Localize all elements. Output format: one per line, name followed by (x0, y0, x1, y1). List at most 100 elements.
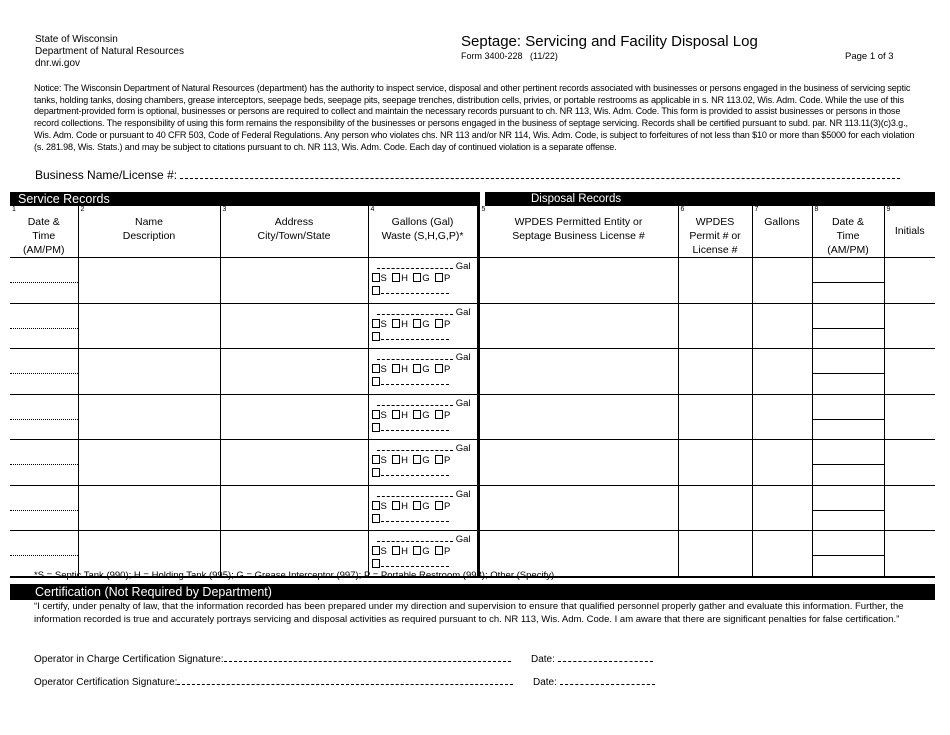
waste-checkbox[interactable] (371, 364, 380, 373)
waste-checkbox[interactable] (371, 273, 380, 282)
cell-wpdes-permit[interactable] (677, 257, 753, 304)
cell-gallons-waste[interactable]: Gal S H G P (367, 302, 479, 349)
cell-name-description[interactable] (77, 348, 221, 395)
other-specify-line[interactable] (380, 285, 449, 294)
waste-checkbox[interactable] (371, 546, 380, 555)
cell-name-description[interactable] (77, 439, 221, 486)
waste-checkbox[interactable] (392, 546, 401, 555)
waste-checkbox[interactable] (392, 318, 401, 328)
cell-gallons[interactable] (751, 439, 813, 486)
cell-date-time[interactable] (10, 484, 79, 531)
cell-wpdes-entity[interactable] (476, 348, 679, 395)
gallons-line[interactable] (377, 306, 454, 315)
gallons-line[interactable] (377, 351, 454, 360)
other-checkbox[interactable] (371, 331, 380, 341)
cell-date-time[interactable] (10, 348, 79, 395)
waste-checkbox[interactable] (371, 500, 380, 510)
cell-initials[interactable] (883, 484, 935, 531)
cell-wpdes-permit[interactable] (677, 530, 753, 578)
waste-checkbox[interactable] (434, 455, 443, 464)
gallons-line[interactable] (377, 397, 454, 406)
waste-checkbox[interactable] (434, 546, 443, 555)
other-specify-line[interactable] (380, 376, 449, 385)
waste-checkbox[interactable] (434, 364, 443, 373)
other-checkbox[interactable] (371, 468, 380, 477)
date-line[interactable] (557, 652, 653, 662)
cell-address[interactable] (219, 439, 369, 486)
waste-checkbox[interactable] (392, 273, 401, 282)
operator-signature-line[interactable] (177, 675, 514, 685)
other-checkbox[interactable] (371, 286, 380, 295)
cell-initials[interactable] (883, 393, 935, 440)
cell-date-time[interactable] (10, 257, 79, 304)
waste-checkbox[interactable] (413, 455, 422, 464)
waste-checkbox[interactable] (413, 364, 422, 373)
cell-gallons-waste[interactable]: Gal S H G P (367, 393, 479, 440)
cell-gallons[interactable] (751, 348, 813, 395)
cell-gallons[interactable] (751, 257, 813, 304)
cell-disposal-date-time[interactable] (811, 257, 885, 304)
waste-checkbox[interactable] (392, 455, 401, 464)
business-name-line[interactable] (180, 168, 901, 179)
waste-checkbox[interactable] (392, 364, 401, 373)
operator-in-charge-signature-line[interactable] (223, 652, 511, 662)
cell-initials[interactable] (883, 257, 935, 304)
cell-address[interactable] (219, 484, 369, 531)
cell-wpdes-permit[interactable] (677, 439, 753, 486)
cell-wpdes-permit[interactable] (677, 348, 753, 395)
cell-initials[interactable] (883, 302, 935, 349)
waste-checkbox[interactable] (413, 409, 422, 419)
operator-in-charge-date-field[interactable]: Date: (531, 652, 653, 665)
cell-address[interactable] (219, 393, 369, 440)
cell-gallons-waste[interactable]: Gal S H G P (367, 439, 479, 486)
cell-name-description[interactable] (77, 393, 221, 440)
gallons-line[interactable] (377, 488, 454, 497)
cell-date-time[interactable] (10, 302, 79, 349)
other-checkbox[interactable] (371, 559, 380, 568)
cell-name-description[interactable] (77, 302, 221, 349)
cell-address[interactable] (219, 530, 369, 578)
other-specify-line[interactable] (380, 422, 449, 431)
cell-wpdes-entity[interactable] (476, 257, 679, 304)
cell-gallons[interactable] (751, 302, 813, 349)
operator-date-field[interactable]: Date: (533, 675, 655, 688)
cell-disposal-date-time[interactable] (811, 484, 885, 531)
cell-disposal-date-time[interactable] (811, 439, 885, 486)
cell-disposal-date-time[interactable] (811, 393, 885, 440)
cell-name-description[interactable] (77, 484, 221, 531)
other-checkbox[interactable] (371, 377, 380, 386)
cell-address[interactable] (219, 348, 369, 395)
cell-wpdes-entity[interactable] (476, 439, 679, 486)
other-specify-line[interactable] (380, 467, 449, 476)
waste-checkbox[interactable] (371, 455, 380, 464)
waste-checkbox[interactable] (371, 318, 380, 328)
business-name-field[interactable]: Business Name/License #: (35, 168, 901, 182)
gallons-line[interactable] (377, 442, 454, 451)
cell-disposal-date-time[interactable] (811, 302, 885, 349)
waste-checkbox[interactable] (434, 409, 443, 419)
cell-gallons-waste[interactable]: Gal S H G P (367, 257, 479, 304)
cell-address[interactable] (219, 302, 369, 349)
cell-date-time[interactable] (10, 393, 79, 440)
waste-checkbox[interactable] (371, 409, 380, 419)
waste-checkbox[interactable] (392, 409, 401, 419)
other-checkbox[interactable] (371, 513, 380, 523)
waste-checkbox[interactable] (392, 500, 401, 510)
cell-initials[interactable] (883, 348, 935, 395)
waste-checkbox[interactable] (413, 273, 422, 282)
gallons-line[interactable] (377, 533, 454, 542)
date-line[interactable] (559, 675, 655, 685)
operator-signature-field[interactable]: Operator Certification Signature: (34, 675, 514, 688)
waste-checkbox[interactable] (413, 318, 422, 328)
cell-gallons[interactable] (751, 393, 813, 440)
cell-initials[interactable] (883, 439, 935, 486)
cell-date-time[interactable] (10, 530, 79, 578)
cell-gallons-waste[interactable]: Gal S H G P (367, 348, 479, 395)
cell-wpdes-entity[interactable] (476, 530, 679, 578)
cell-initials[interactable] (883, 530, 935, 578)
cell-disposal-date-time[interactable] (811, 530, 885, 578)
waste-checkbox[interactable] (434, 273, 443, 282)
waste-checkbox[interactable] (413, 546, 422, 555)
cell-address[interactable] (219, 257, 369, 304)
cell-gallons-waste[interactable]: Gal S H G P (367, 484, 479, 531)
